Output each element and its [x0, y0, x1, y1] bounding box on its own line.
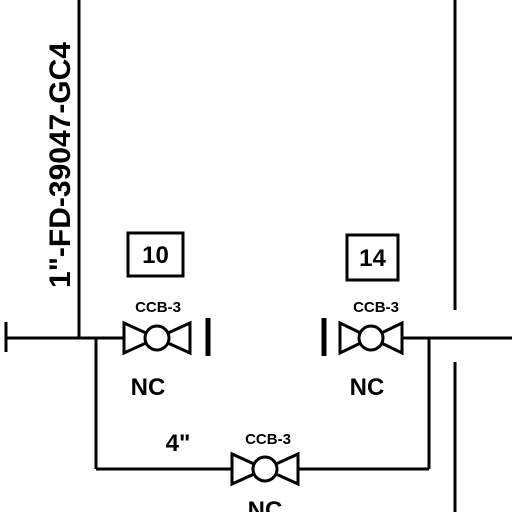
valve-tag-14: 14: [359, 245, 386, 272]
valve-code-10: CCB-3: [135, 299, 181, 316]
valve-state-14: NC: [350, 374, 385, 401]
tag-box-10: [126, 231, 185, 278]
pipe-size-label: 4": [166, 430, 191, 457]
valve-code-14: CCB-3: [353, 299, 399, 316]
tag-box-14: [345, 233, 400, 282]
valve-stem-circle-14: [357, 324, 385, 352]
valve-state-bypass: NC: [248, 497, 283, 512]
valve-state-10: NC: [131, 374, 166, 401]
valve-14: 14 CCB-3 NC: [321, 233, 404, 401]
valve-stem-circle-10: [143, 324, 171, 352]
valve-10: 10 CCB-3 NC: [122, 231, 211, 401]
line-number-label: 1"-FD-39047-GC4: [44, 42, 77, 288]
bypass-valve: 4" CCB-3 NC: [166, 430, 300, 512]
valve-stem-circle-bypass: [251, 455, 279, 483]
pipe-lines: [4, 0, 512, 512]
valve-tag-10: 10: [142, 242, 169, 269]
valve-code-bypass: CCB-3: [245, 431, 291, 448]
